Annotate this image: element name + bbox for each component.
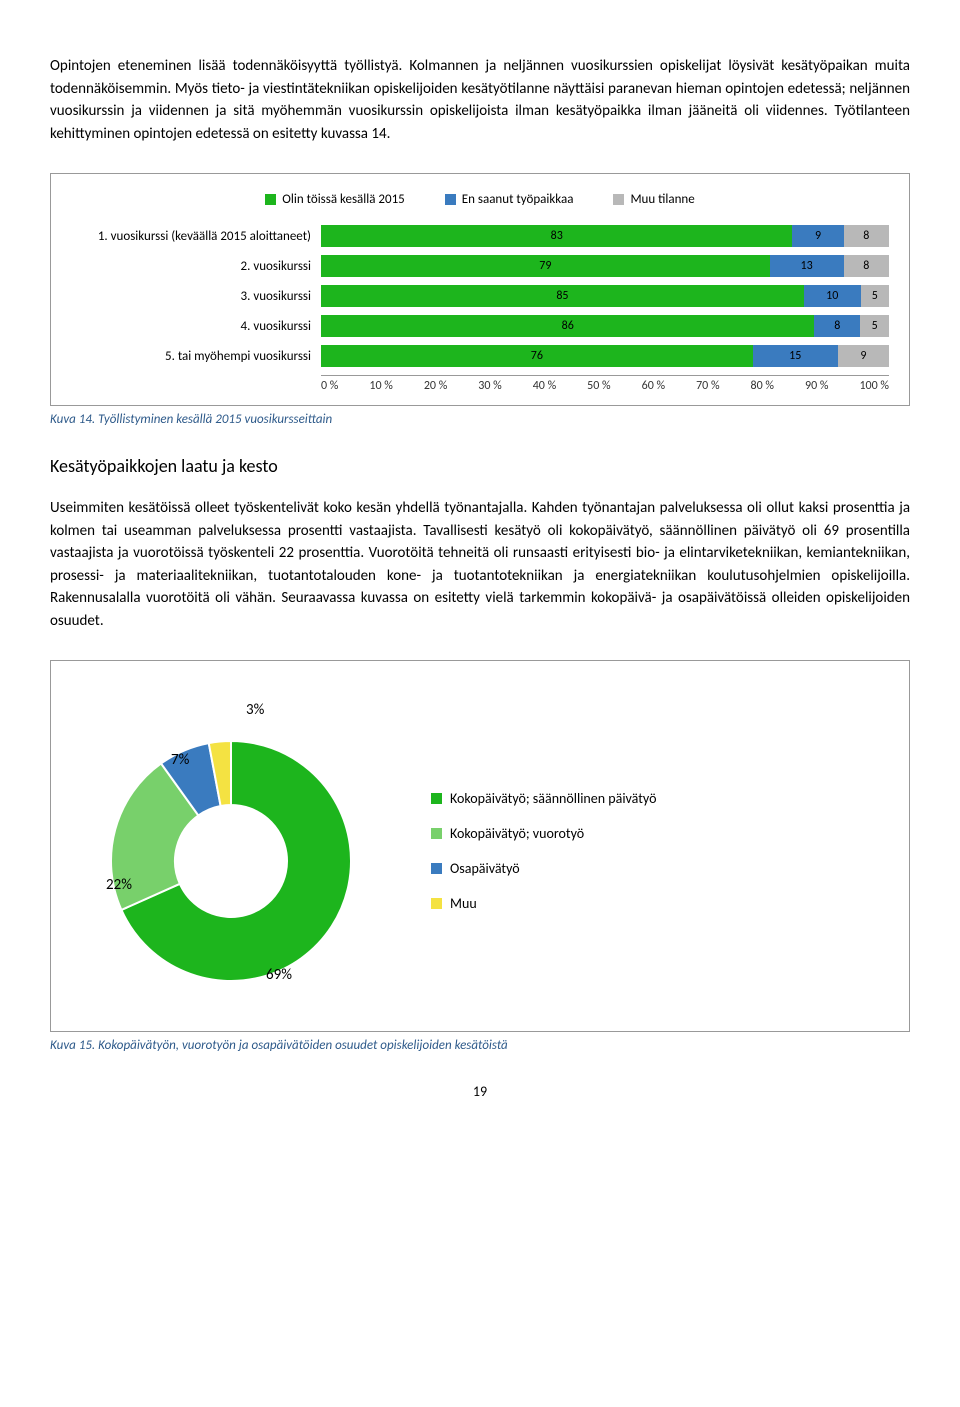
- axis-tick: 80 %: [751, 379, 774, 393]
- bar-row: 1. vuosikurssi (keväällä 2015 aloittanee…: [71, 225, 889, 247]
- axis-tick: 30 %: [478, 379, 501, 393]
- donut-legend: Kokopäivätyö; säännöllinen päivätyö Kokop…: [431, 790, 656, 912]
- bar-row-label: 4. vuosikurssi: [71, 319, 321, 334]
- bar-row-label: 5. tai myöhempi vuosikurssi: [71, 349, 321, 364]
- legend-item: Osapäivätyö: [431, 860, 656, 877]
- page-number: 19: [50, 1083, 910, 1100]
- bar-legend: Olin töissä kesällä 2015 En saanut työpai…: [71, 192, 889, 207]
- bar-segment: 76: [321, 345, 753, 367]
- axis-tick: 70 %: [696, 379, 719, 393]
- axis-tick: 50 %: [587, 379, 610, 393]
- donut-label: 22%: [106, 876, 132, 894]
- paragraph-body: Useimmiten kesätöissä olleet työskenteli…: [50, 497, 910, 632]
- bar-row: 5. tai myöhempi vuosikurssi76159: [71, 345, 889, 367]
- donut-chart: 69% 22% 7% 3% Kokopäivätyö; säännöllinen pä…: [50, 660, 910, 1032]
- bar-axis: 0 % 10 % 20 % 30 % 40 % 50 % 60 % 70 % 80 % 90 % 1…: [321, 375, 889, 393]
- bar-row: 3. vuosikurssi85105: [71, 285, 889, 307]
- axis-tick: 0 %: [321, 379, 338, 393]
- bar-segment: 8: [844, 255, 889, 277]
- paragraph-intro: Opintojen eteneminen lisää todennäköisyy…: [50, 55, 910, 145]
- bar-row-label: 1. vuosikurssi (keväällä 2015 aloittanee…: [71, 229, 321, 244]
- axis-tick: 90 %: [805, 379, 828, 393]
- bar-segment: 85: [321, 285, 804, 307]
- bar-segment: 15: [753, 345, 838, 367]
- donut-label: 69%: [266, 966, 292, 984]
- bar-rows: 1. vuosikurssi (keväällä 2015 aloittanee…: [71, 225, 889, 367]
- bar-segment: 83: [321, 225, 792, 247]
- axis-tick: 40 %: [533, 379, 556, 393]
- bar-track: 76159: [321, 345, 889, 367]
- legend-item: Muu: [431, 895, 656, 912]
- donut-label: 3%: [246, 701, 264, 719]
- bar-segment: 10: [804, 285, 861, 307]
- bar-row: 4. vuosikurssi8685: [71, 315, 889, 337]
- bar-segment: 5: [860, 315, 889, 337]
- bar-segment: 8: [814, 315, 860, 337]
- bar-segment: 9: [838, 345, 889, 367]
- legend-item: Kokopäivätyö; säännöllinen päivätyö: [431, 790, 656, 807]
- axis-tick: 60 %: [642, 379, 665, 393]
- bar-row-label: 2. vuosikurssi: [71, 259, 321, 274]
- legend-item: Muu tilanne: [613, 192, 694, 207]
- bar-track: 79138: [321, 255, 889, 277]
- bar-segment: 79: [321, 255, 770, 277]
- legend-item: En saanut työpaikkaa: [445, 192, 574, 207]
- bar-track: 8398: [321, 225, 889, 247]
- donut-area: 69% 22% 7% 3%: [71, 691, 391, 1011]
- bar-row-label: 3. vuosikurssi: [71, 289, 321, 304]
- bar-segment: 13: [770, 255, 844, 277]
- bar-track: 8685: [321, 315, 889, 337]
- caption-14: Kuva 14. Työllistyminen kesällä 2015 vuo…: [50, 412, 910, 427]
- donut-label: 7%: [171, 751, 189, 769]
- bar-row: 2. vuosikurssi79138: [71, 255, 889, 277]
- bar-segment: 9: [792, 225, 843, 247]
- axis-tick: 100 %: [859, 379, 889, 393]
- bar-segment: 5: [861, 285, 889, 307]
- section-heading: Kesätyöpaikkojen laatu ja kesto: [50, 455, 910, 477]
- legend-item: Olin töissä kesällä 2015: [265, 192, 405, 207]
- caption-15: Kuva 15. Kokopäivätyön, vuorotyön ja osa…: [50, 1038, 910, 1053]
- axis-tick: 10 %: [369, 379, 392, 393]
- bar-segment: 8: [844, 225, 889, 247]
- bar-segment: 86: [321, 315, 814, 337]
- axis-tick: 20 %: [424, 379, 447, 393]
- bar-chart: Olin töissä kesällä 2015 En saanut työpai…: [50, 173, 910, 406]
- legend-item: Kokopäivätyö; vuorotyö: [431, 825, 656, 842]
- bar-track: 85105: [321, 285, 889, 307]
